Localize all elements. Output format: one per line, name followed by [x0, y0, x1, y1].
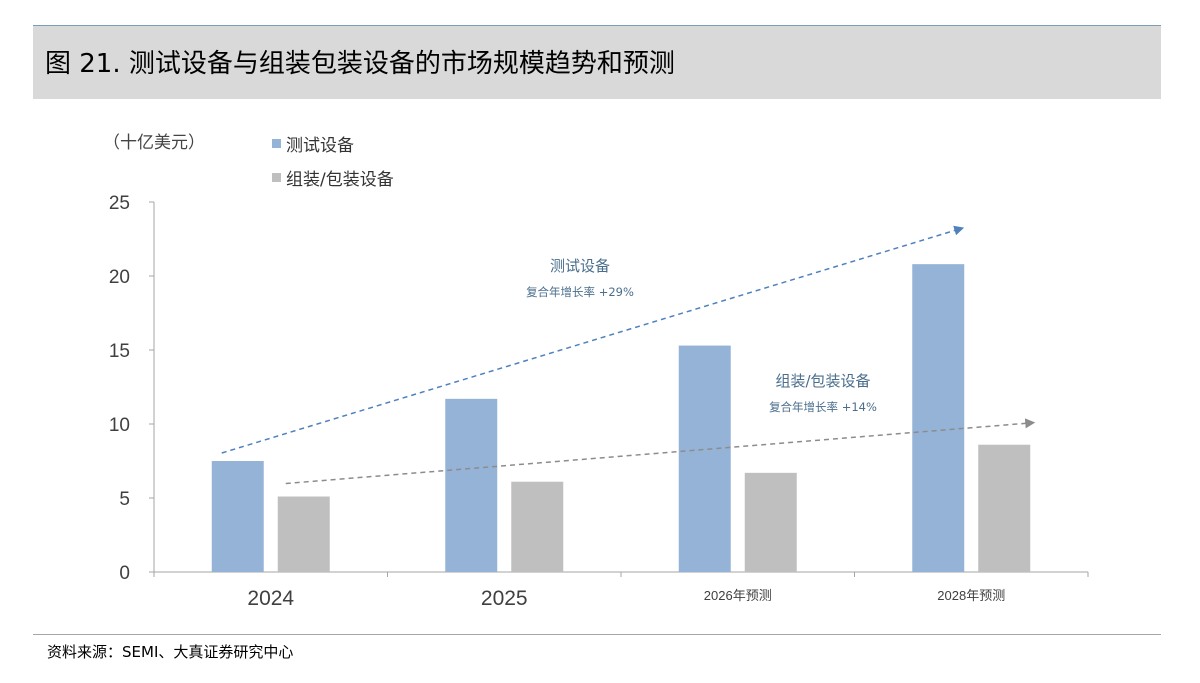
- bar-test-equipment: [912, 264, 965, 572]
- legend-label-test: 测试设备: [286, 135, 354, 156]
- bar-assembly-packaging: [744, 472, 797, 572]
- figure-title: 图 21. 测试设备与组装包装设备的市场规模趋势和预测: [45, 49, 675, 79]
- trend-arrow-test: [221, 225, 965, 454]
- legend-swatch-assembly: [272, 172, 281, 182]
- legend: 测试设备 组装/包装设备: [272, 126, 394, 194]
- y-tick-label: 10: [109, 415, 130, 436]
- y-tick-label: 15: [109, 341, 130, 362]
- bar-test-equipment: [211, 461, 264, 572]
- bar-assembly-packaging: [277, 496, 330, 572]
- bar-test-equipment: [678, 345, 731, 572]
- x-tick-label: 2024: [247, 587, 294, 610]
- y-tick-label: 25: [109, 193, 130, 214]
- annotation-test-label: 测试设备: [550, 257, 610, 275]
- x-tick-label: 2026年预测: [704, 588, 772, 603]
- trend-arrow-assembly: [285, 418, 1036, 485]
- annotation-test-cagr: 复合年增长率 +29%: [526, 285, 634, 299]
- x-tick-label: 2025: [481, 587, 528, 610]
- legend-item-test: 测试设备: [272, 126, 394, 160]
- unit-label: （十亿美元）: [103, 133, 205, 153]
- legend-label-assembly: 组装/包装设备: [286, 169, 394, 190]
- y-tick-label: 5: [119, 489, 130, 510]
- bar-assembly-packaging: [978, 444, 1031, 572]
- source-note: 资料来源：SEMI、大真证券研究中心: [47, 643, 294, 661]
- bottom-rule: [33, 634, 1161, 635]
- x-tick-label: 2028年预测: [937, 588, 1005, 603]
- top-rule: [33, 25, 1161, 26]
- y-tick-label: 20: [109, 267, 130, 288]
- title-band: 图 21. 测试设备与组装包装设备的市场规模趋势和预测: [33, 26, 1161, 99]
- annotation-assembly-label: 组装/包装设备: [775, 372, 870, 390]
- bar-assembly-packaging: [511, 481, 564, 572]
- annotation-assembly-cagr: 复合年增长率 +14%: [769, 400, 877, 414]
- legend-swatch-test: [272, 138, 281, 148]
- legend-item-assembly: 组装/包装设备: [272, 160, 394, 194]
- y-tick-label: 0: [119, 563, 130, 584]
- bar-test-equipment: [445, 398, 498, 572]
